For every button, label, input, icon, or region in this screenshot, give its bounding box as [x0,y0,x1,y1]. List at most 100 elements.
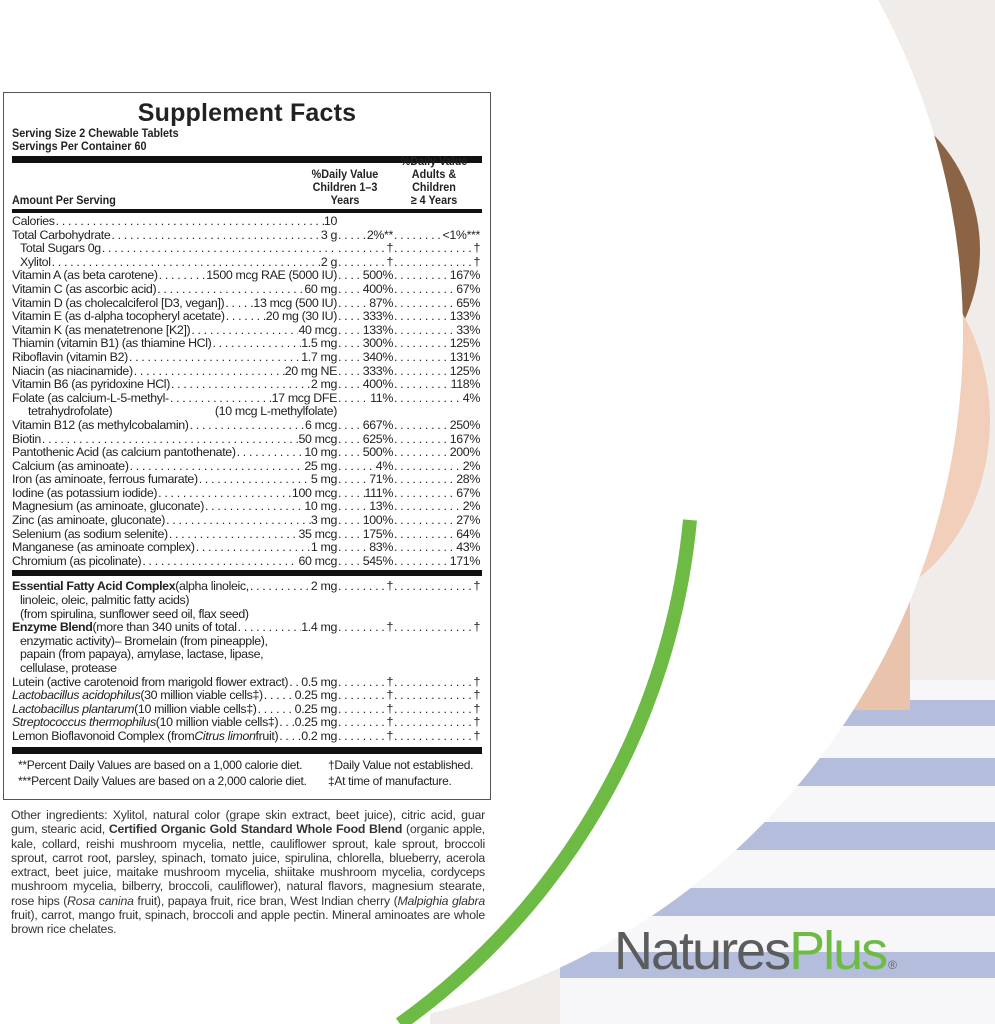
dv-children-value: 340% [362,349,394,364]
leader-dots [195,541,311,555]
dv-adults: <1%*** [393,227,480,243]
leader-dots [170,378,311,392]
blend-name-amount: Lemon Bioflavonoid Complex (from Citrus … [12,730,337,744]
dv-children-value: † [386,254,393,269]
nutrient-amount: 5 mg [310,473,337,487]
dv-children-value: 625% [362,431,394,446]
blend-name-amount: Essential Fatty Acid Complex (alpha lino… [12,580,337,594]
nutrient-name-amount: Vitamin C (as ascorbic acid) 60 mg [12,283,337,297]
nutrient-row: Iron (as aminoate, ferrous fumarate) 5 mg… [12,473,482,487]
leader-dots [393,473,456,487]
blend-amount: 0.25 mg [294,716,337,730]
blend-name-amount: Lutein (active carotenoid from marigold … [12,676,337,690]
dv-children: 175% [337,527,394,542]
nutrient-amount: 10 [323,215,337,228]
dv-adults-value: † [473,579,480,594]
nutrient-name-amount: Xylitol 2 g [20,256,337,270]
leader-dots [237,621,302,635]
leader-dots [249,580,311,594]
leader-dots [158,269,207,283]
leader-dots [337,297,369,311]
nutrient-row: Vitamin K (as menatetrenone [K2]) 40 mcg 1… [12,323,482,338]
dv-children: 133% [337,323,394,338]
blend-row: Enzyme Blend (more than 340 units of tot… [12,621,482,635]
nutrient-name-amount: Iodine (as potassium iodide) 100 mcg [12,487,337,501]
leader-dots [393,689,473,703]
dv-adults: † [393,702,480,717]
dv-children: 2%** [337,227,394,243]
nutrient-name: Niacin (as niacinamide) [12,364,133,378]
nutrient-name: Vitamin A (as beta carotene) [12,269,158,283]
nutrient-amount: 10 mg [304,500,337,514]
dv-children-value: 667% [362,417,394,432]
nutrient-name: Pantothenic Acid (as calcium pantothenat… [12,446,236,460]
leader-dots [393,242,473,256]
dv-children-value: † [386,728,393,743]
nutrient-name: Vitamin C (as ascorbic acid) [12,282,157,296]
blend-description: papain (from papaya), amylase, lactase, … [20,647,264,662]
leader-dots [278,716,294,730]
dv-children-header: %Daily Value Children 1–3 Years [311,167,379,207]
blend-name-part: Lutein (active carotenoid from marigold … [12,675,289,689]
nutrient-row: Vitamin C (as ascorbic acid) 60 mg 400% 67% [12,281,482,297]
leader-dots [337,500,369,514]
leader-dots [337,676,386,690]
dv-adults-value: 43% [456,540,480,555]
leader-dots [393,541,456,555]
dv-children-value: 400% [362,281,394,296]
dv-children-value: 83% [369,540,393,555]
nutrient-name-amount: Zinc (as aminoate, gluconate) 3 mg [12,514,337,528]
leader-dots [189,419,305,433]
nutrient-amount: 2 mg [310,378,337,392]
dv-children: 83% [337,541,393,555]
dv-adults: † [393,580,480,594]
leader-dots [169,392,272,406]
dv-children-value: 2%** [366,227,394,242]
leader-dots [393,351,450,365]
dv-adults: 171% [393,553,481,569]
dv-adults [393,215,480,229]
dv-adults: 64% [393,527,480,542]
dv-children: † [337,580,393,594]
leader-dots [337,310,363,324]
dv-adults-value: <1%*** [442,227,480,242]
leader-dots [263,689,295,703]
dv-children-value: 100% [362,513,394,528]
blend-name-amount: Enzyme Blend (more than 340 units of tot… [12,621,337,635]
dv-children-value: 71% [369,472,393,487]
leader-dots [211,337,301,351]
leader-dots [337,473,369,487]
leader-dots [393,580,473,594]
leader-dots [278,730,301,744]
dv-adults-value: 250% [449,417,481,432]
leader-dots [337,324,363,338]
dv-adults-value: 67% [456,281,480,296]
nutrient-row: Vitamin A (as beta carotene) 1500 mcg RAE… [12,269,482,283]
blend-name-part: (10 million viable cells‡) [155,716,279,730]
leader-dots [393,703,473,717]
blend-row: Lactobacillus plantarum (10 million viab… [12,702,482,717]
dv-adults: 167% [393,268,481,283]
blend-name-part: (30 million viable cells‡) [140,689,263,703]
nutrient-row: Calcium (as aminoate) 25 mg 4% 2% [12,459,482,474]
dv-adults-value: 4% [462,390,481,405]
nutrient-name: Iodine (as potassium iodide) [12,486,158,500]
nutrient-name: Total Carbohydrate [12,228,111,242]
nutrient-amount: 17 mcg DFE [271,391,337,405]
leader-dots [393,256,473,270]
divider [12,156,482,163]
dv-adults: 125% [393,337,481,351]
blend-amount: 0.25 mg [294,689,337,703]
leader-dots [337,256,386,270]
nutrient-name: Vitamin K (as menatetrenone [K2]) [12,323,191,337]
blend-name-amount: Lactobacillus acidophilus (30 million vi… [12,689,337,703]
leader-dots [393,555,450,569]
dv-adults-value: 171% [449,553,481,568]
nutrient-name-amount: Pantothenic Acid (as calcium pantothenat… [12,446,337,460]
dv-adults-value: 167% [449,268,481,283]
nutrient-amount: 35 mcg [298,527,337,541]
nutrient-name: Vitamin D (as cholecalciferol [D3, vegan… [12,296,225,310]
leader-dots [337,541,369,555]
dv-adults: 167% [393,432,481,447]
blend-row: Essential Fatty Acid Complex (alpha lino… [12,580,482,594]
